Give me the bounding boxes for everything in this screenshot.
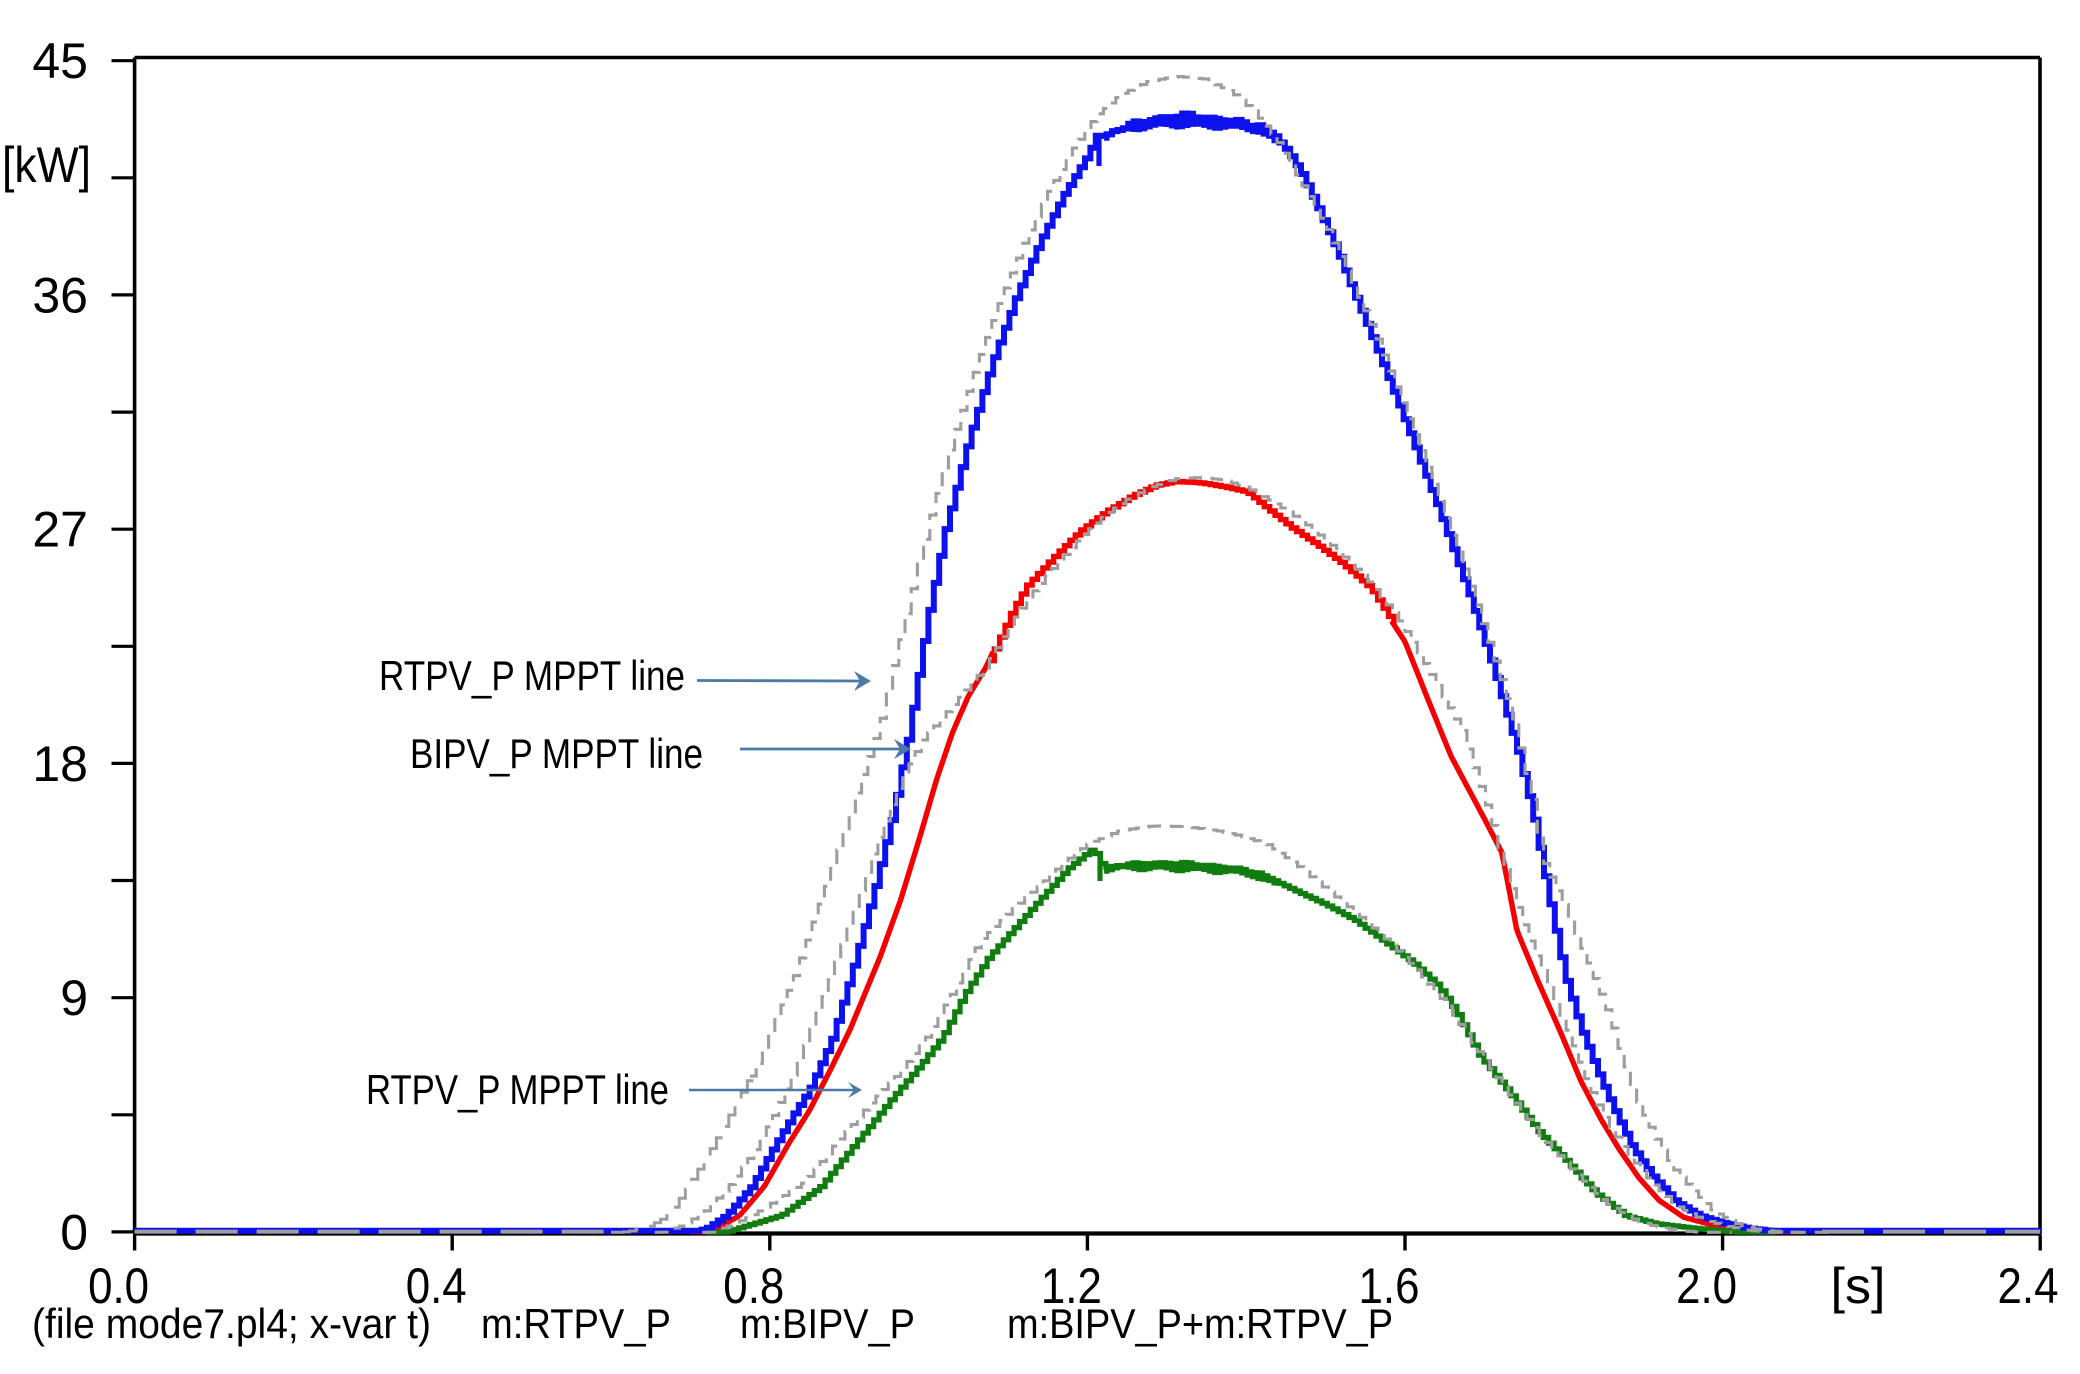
svg-text:1.6: 1.6 — [1359, 1258, 1420, 1314]
svg-text:45: 45 — [32, 33, 88, 89]
svg-text:(file mode7.pl4; x-var t): (file mode7.pl4; x-var t) — [32, 1300, 431, 1347]
svg-text:0: 0 — [60, 1204, 88, 1260]
svg-text:9: 9 — [60, 970, 88, 1026]
svg-text:0.0: 0.0 — [88, 1258, 149, 1314]
svg-text:36: 36 — [32, 267, 88, 323]
svg-text:RTPV_P MPPT line: RTPV_P MPPT line — [366, 1066, 669, 1113]
svg-text:m:BIPV_P: m:BIPV_P — [740, 1300, 915, 1347]
svg-text:27: 27 — [32, 502, 88, 558]
svg-text:[kW]: [kW] — [2, 137, 91, 193]
svg-text:18: 18 — [32, 736, 88, 792]
svg-text:m:RTPV_P: m:RTPV_P — [481, 1300, 671, 1347]
svg-text:m:BIPV_P+m:RTPV_P: m:BIPV_P+m:RTPV_P — [1007, 1300, 1393, 1347]
svg-text:RTPV_P MPPT line: RTPV_P MPPT line — [379, 652, 685, 699]
svg-text:1.2: 1.2 — [1041, 1258, 1102, 1314]
svg-text:0.4: 0.4 — [406, 1258, 467, 1314]
svg-text:2.4: 2.4 — [1998, 1258, 2059, 1314]
svg-text:0.8: 0.8 — [723, 1258, 784, 1314]
svg-text:2.0: 2.0 — [1676, 1258, 1737, 1314]
svg-text:[s]: [s] — [1831, 1258, 1886, 1314]
svg-text:BIPV_P MPPT line: BIPV_P MPPT line — [410, 730, 703, 777]
